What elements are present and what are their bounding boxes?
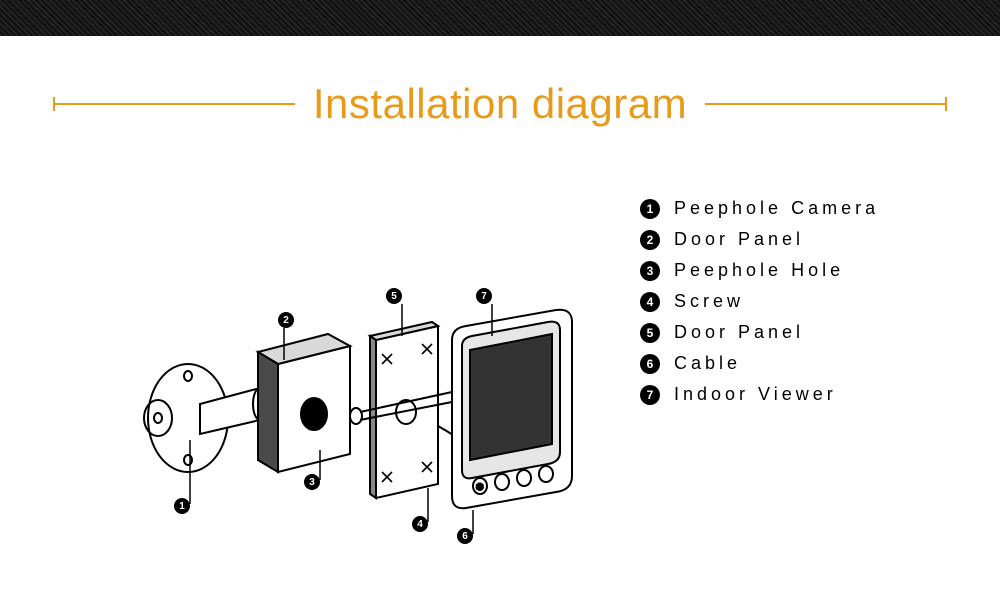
diagram-callout-7: 7 <box>476 288 492 304</box>
legend-row: 1 Peephole Camera <box>640 198 879 219</box>
title-rule-right <box>705 103 945 105</box>
top-texture-bar <box>0 0 1000 36</box>
legend-label: Screw <box>674 291 744 312</box>
legend-label: Cable <box>674 353 741 374</box>
legend: 1 Peephole Camera 2 Door Panel 3 Peephole H… <box>640 198 879 548</box>
legend-row: 3 Peephole Hole <box>640 260 879 281</box>
legend-row: 2 Door Panel <box>640 229 879 250</box>
legend-badge: 2 <box>640 230 660 250</box>
legend-label: Peephole Camera <box>674 198 879 219</box>
diagram-callout-2: 2 <box>278 312 294 328</box>
legend-badge: 1 <box>640 199 660 219</box>
legend-badge: 7 <box>640 385 660 405</box>
legend-label: Indoor Viewer <box>674 384 837 405</box>
legend-row: 5 Door Panel <box>640 322 879 343</box>
legend-badge: 3 <box>640 261 660 281</box>
content-area: ✱ 1 2 3 4 5 6 7 1 Peephole Camera 2 Door Panel 3… <box>0 168 1000 548</box>
diagram-callout-3: 3 <box>304 474 320 490</box>
legend-label: Peephole Hole <box>674 260 844 281</box>
diagram-callout-1: 1 <box>174 498 190 514</box>
legend-row: 6 Cable <box>640 353 879 374</box>
legend-row: 4 Screw <box>640 291 879 312</box>
legend-badge: 4 <box>640 292 660 312</box>
legend-row: 7 Indoor Viewer <box>640 384 879 405</box>
title-row: Installation diagram <box>0 80 1000 128</box>
diagram-svg: ✱ <box>0 168 620 548</box>
diagram-callout-6: 6 <box>457 528 473 544</box>
svg-text:✱: ✱ <box>476 482 484 492</box>
title-rule-cap <box>945 97 947 111</box>
legend-badge: 6 <box>640 354 660 374</box>
legend-label: Door Panel <box>674 322 804 343</box>
diagram-callout-5: 5 <box>386 288 402 304</box>
exploded-diagram: ✱ 1 2 3 4 5 6 7 <box>0 168 620 548</box>
diagram-callout-4: 4 <box>412 516 428 532</box>
legend-label: Door Panel <box>674 229 804 250</box>
title-rule-left <box>55 103 295 105</box>
legend-badge: 5 <box>640 323 660 343</box>
page-title: Installation diagram <box>295 80 705 128</box>
